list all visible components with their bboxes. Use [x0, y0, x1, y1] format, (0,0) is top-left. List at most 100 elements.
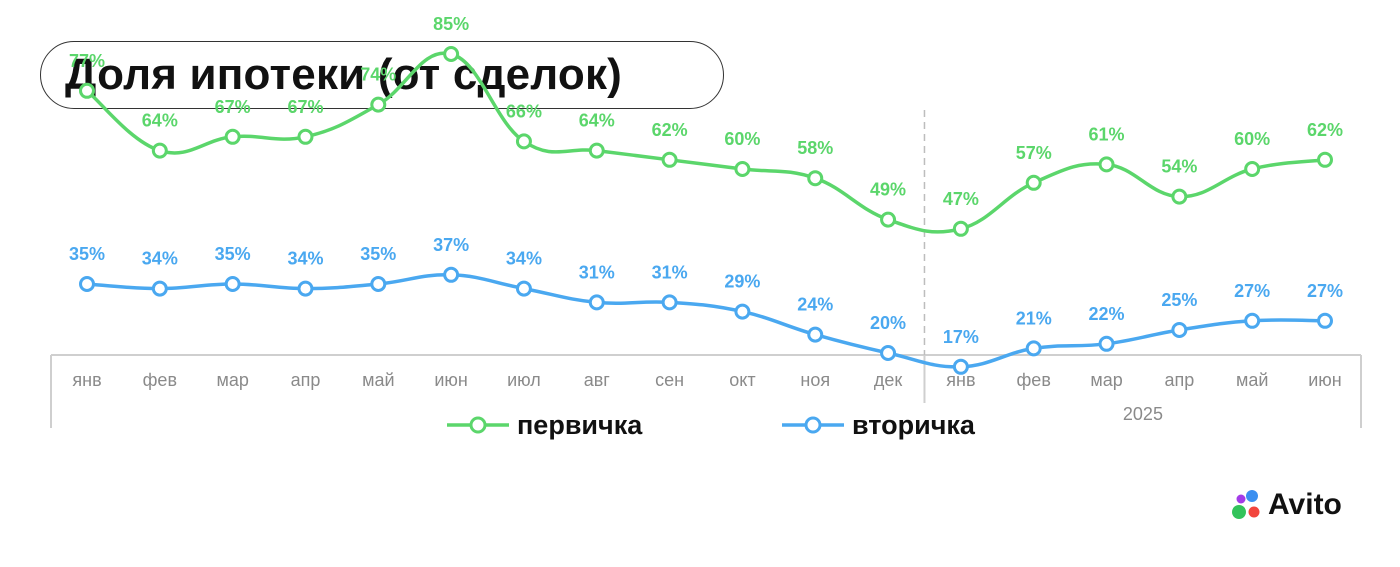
- data-label: 47%: [943, 189, 979, 209]
- data-point: [79, 82, 95, 99]
- data-label: 27%: [1307, 281, 1343, 301]
- data-label: 58%: [797, 138, 833, 158]
- data-point: [224, 128, 241, 145]
- x-tick-label: июн: [1308, 370, 1342, 390]
- data-point: [370, 276, 387, 292]
- data-label: 60%: [724, 129, 760, 149]
- data-point: [151, 142, 168, 159]
- data-label: 34%: [142, 249, 178, 269]
- x-tick-label: мар: [216, 370, 248, 390]
- legend-label: вторичка: [852, 410, 976, 440]
- data-point: [734, 161, 751, 177]
- data-label: 74%: [360, 65, 396, 85]
- data-label: 35%: [69, 244, 105, 264]
- data-label: 85%: [433, 14, 469, 34]
- x-tick-label: май: [362, 370, 394, 390]
- data-point: [807, 326, 824, 343]
- data-point: [807, 170, 824, 187]
- data-label: 20%: [870, 313, 906, 333]
- data-label: 31%: [579, 262, 615, 282]
- data-point: [443, 266, 460, 283]
- avito-logo: Avito: [1230, 488, 1342, 522]
- data-label: 77%: [69, 51, 105, 71]
- data-point: [1171, 322, 1188, 338]
- data-label: 29%: [724, 272, 760, 292]
- x-tick-label: май: [1236, 370, 1268, 390]
- data-point: [151, 280, 168, 297]
- data-point: [952, 358, 969, 375]
- legend-label: первичка: [517, 410, 643, 440]
- data-point: [1098, 156, 1115, 173]
- data-label: 27%: [1234, 281, 1270, 301]
- data-point: [588, 294, 605, 311]
- data-label: 21%: [1016, 308, 1052, 328]
- data-point: [1098, 335, 1115, 352]
- data-label: 35%: [215, 244, 251, 264]
- data-label: 64%: [142, 111, 178, 131]
- data-label: 35%: [360, 244, 396, 264]
- x-tick-label: мар: [1090, 370, 1122, 390]
- data-label: 67%: [215, 97, 251, 117]
- legend-marker: [804, 416, 822, 434]
- data-point: [79, 276, 95, 292]
- data-point: [1025, 174, 1042, 191]
- data-label: 34%: [287, 249, 323, 269]
- data-point: [661, 151, 678, 168]
- data-point: [1244, 161, 1261, 177]
- data-label: 57%: [1016, 143, 1052, 163]
- data-point: [1025, 340, 1042, 357]
- x-tick-label: янв: [946, 370, 975, 390]
- data-point: [224, 276, 241, 292]
- data-label: 61%: [1089, 124, 1125, 144]
- data-label: 64%: [579, 111, 615, 131]
- data-label: 62%: [652, 120, 688, 140]
- data-point: [1244, 312, 1261, 329]
- data-point: [588, 142, 605, 159]
- data-label: 37%: [433, 235, 469, 255]
- data-point: [880, 345, 897, 361]
- series-line-1: [85, 51, 1327, 234]
- data-label: 24%: [797, 295, 833, 315]
- data-label: 17%: [943, 327, 979, 347]
- avito-wordmark: Avito: [1268, 488, 1342, 521]
- legend-marker: [469, 416, 487, 434]
- data-point: [1317, 312, 1333, 329]
- data-label: 31%: [652, 262, 688, 282]
- data-label: 66%: [506, 101, 542, 121]
- data-point: [952, 220, 969, 237]
- x-tick-label: дек: [874, 370, 903, 390]
- x-tick-label: янв: [72, 370, 101, 390]
- chart-title: Доля ипотеки (от сделок): [65, 50, 623, 99]
- data-point: [515, 133, 532, 150]
- data-point: [661, 294, 678, 311]
- data-point: [297, 128, 314, 145]
- series-line-2: [85, 273, 1327, 369]
- data-point: [1317, 151, 1333, 168]
- data-label: 54%: [1161, 157, 1197, 177]
- data-point: [1171, 188, 1188, 205]
- x-tick-label: сен: [655, 370, 684, 390]
- data-point: [297, 280, 314, 297]
- data-point: [734, 303, 751, 320]
- year-label: 2025: [1123, 404, 1163, 424]
- x-tick-label: апр: [1164, 370, 1194, 390]
- x-tick-label: фев: [143, 370, 177, 390]
- data-label: 34%: [506, 249, 542, 269]
- x-tick-label: июн: [434, 370, 468, 390]
- data-label: 49%: [870, 180, 906, 200]
- data-label: 60%: [1234, 129, 1270, 149]
- data-label: 25%: [1161, 290, 1197, 310]
- avito-dots-icon: [1232, 490, 1260, 519]
- x-tick-label: ноя: [800, 370, 830, 390]
- data-point: [443, 46, 460, 62]
- x-tick-label: фев: [1017, 370, 1051, 390]
- data-label: 67%: [287, 97, 323, 117]
- x-tick-label: июл: [507, 370, 541, 390]
- x-tick-label: окт: [729, 370, 755, 390]
- data-point: [880, 211, 897, 228]
- data-label: 22%: [1089, 304, 1125, 324]
- data-point: [515, 280, 532, 297]
- data-point: [370, 96, 387, 113]
- x-tick-label: авг: [584, 370, 611, 390]
